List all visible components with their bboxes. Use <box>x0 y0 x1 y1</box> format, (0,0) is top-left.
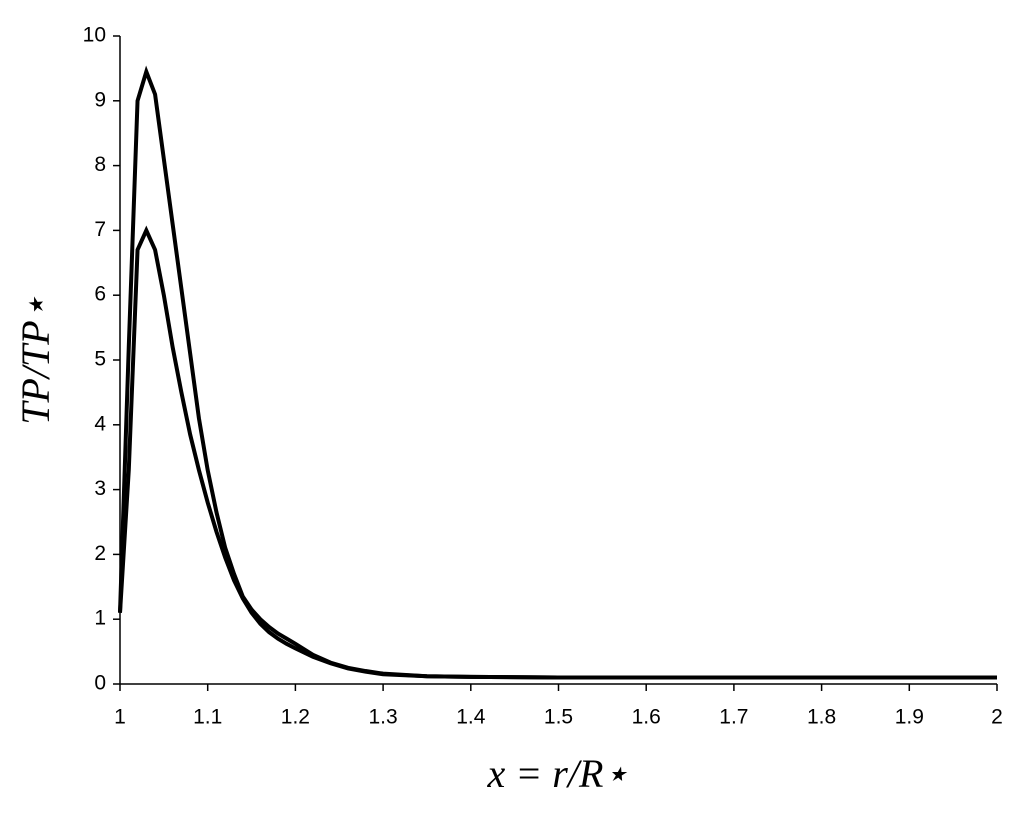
y-axis-label: TP/TP⋆ <box>13 295 58 425</box>
x-tick-label: 1.6 <box>632 706 661 729</box>
x-tick-label: 1.7 <box>719 706 748 729</box>
x-tick-label: 1.1 <box>193 706 222 729</box>
x-tick-label: 1.2 <box>281 706 310 729</box>
y-tick-label: 8 <box>94 153 106 176</box>
y-tick-label: 10 <box>83 24 106 47</box>
x-tick-label: 1.9 <box>895 706 924 729</box>
data-line <box>118 225 997 680</box>
y-tick-label: 6 <box>94 283 106 306</box>
data-line <box>118 65 997 680</box>
y-tick-label: 3 <box>94 477 106 500</box>
y-tick-label: 2 <box>94 542 106 565</box>
x-axis-label: x = r/R⋆ <box>487 751 629 796</box>
y-tick-label: 4 <box>94 412 106 435</box>
y-tick-label: 5 <box>94 348 106 371</box>
x-tick-label: 1.4 <box>456 706 486 729</box>
x-tick-label: 1.8 <box>807 706 836 729</box>
x-tick-label: 1.3 <box>368 706 397 729</box>
y-tick-label: 9 <box>94 88 106 111</box>
x-tick-label: 1 <box>114 706 126 729</box>
x-tick-label: 1.5 <box>544 706 573 729</box>
y-tick-label: 1 <box>94 607 106 630</box>
y-tick-label: 0 <box>94 672 106 695</box>
x-tick-label: 2 <box>991 706 1003 729</box>
y-tick-label: 7 <box>94 218 106 241</box>
